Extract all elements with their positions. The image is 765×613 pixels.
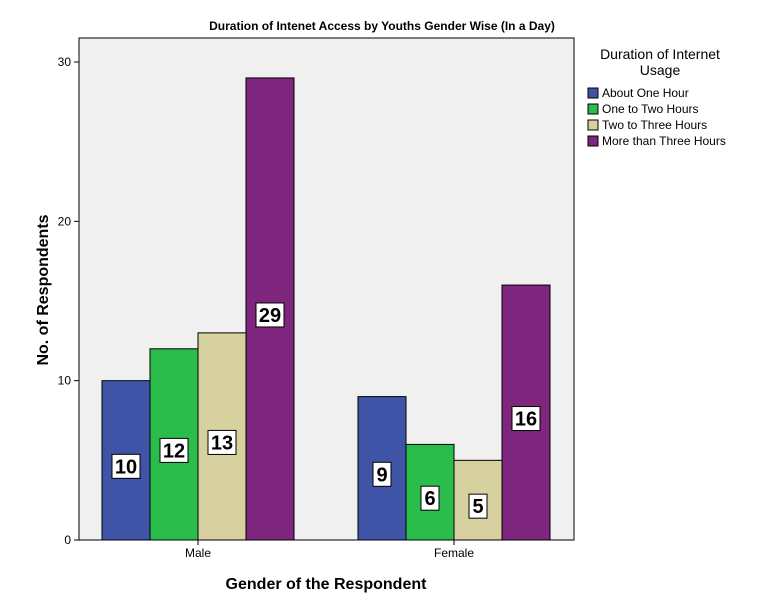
data-label-box [255,302,285,328]
legend-swatch [587,135,599,147]
y-tick-label: 10 [58,374,72,388]
data-label-box [372,461,392,487]
x-axis: Male Female [185,540,474,560]
data-label-box [468,493,488,519]
data-label: 16 [515,409,537,431]
y-tick-label: 20 [58,214,72,228]
legend-swatch [587,87,599,99]
data-label: 9 [376,464,387,486]
data-label: 6 [424,488,435,510]
legend-label: One to Two Hours [602,102,699,116]
legend-label: More than Three Hours [602,134,726,148]
data-label: 5 [472,496,483,518]
y-axis: 0 10 20 30 [58,55,79,547]
legend-label: About One Hour [602,86,689,100]
legend-title-line-2: Usage [640,62,681,78]
y-axis-title: No. of Respondents [35,214,52,365]
legend-items: About One Hour One to Two Hours Two to Thr… [587,86,726,148]
legend-label: Two to Three Hours [602,118,707,132]
x-tick-label: Male [185,546,211,560]
legend: Duration of Internet Usage About One Hou… [587,46,726,148]
y-tick-label: 30 [58,55,72,69]
data-labels: 10 12 13 29 9 6 5 16 [111,302,541,519]
legend-swatch [587,103,599,115]
chart-title: Duration of Intenet Access by Youths Gen… [209,19,555,33]
data-label: 10 [115,456,137,478]
x-axis-title: Gender of the Respondent [226,576,428,593]
data-label: 29 [259,305,281,327]
legend-title-line-1: Duration of Internet [600,46,720,62]
y-tick-label: 0 [64,533,71,547]
data-label-box [159,437,189,463]
data-label-box [207,429,237,455]
data-label-box [111,453,141,479]
data-label-box [511,406,541,432]
data-label: 12 [163,440,185,462]
data-label: 13 [211,432,233,454]
legend-swatch [587,119,599,131]
x-tick-label: Female [434,546,474,560]
data-label-box [420,485,440,511]
